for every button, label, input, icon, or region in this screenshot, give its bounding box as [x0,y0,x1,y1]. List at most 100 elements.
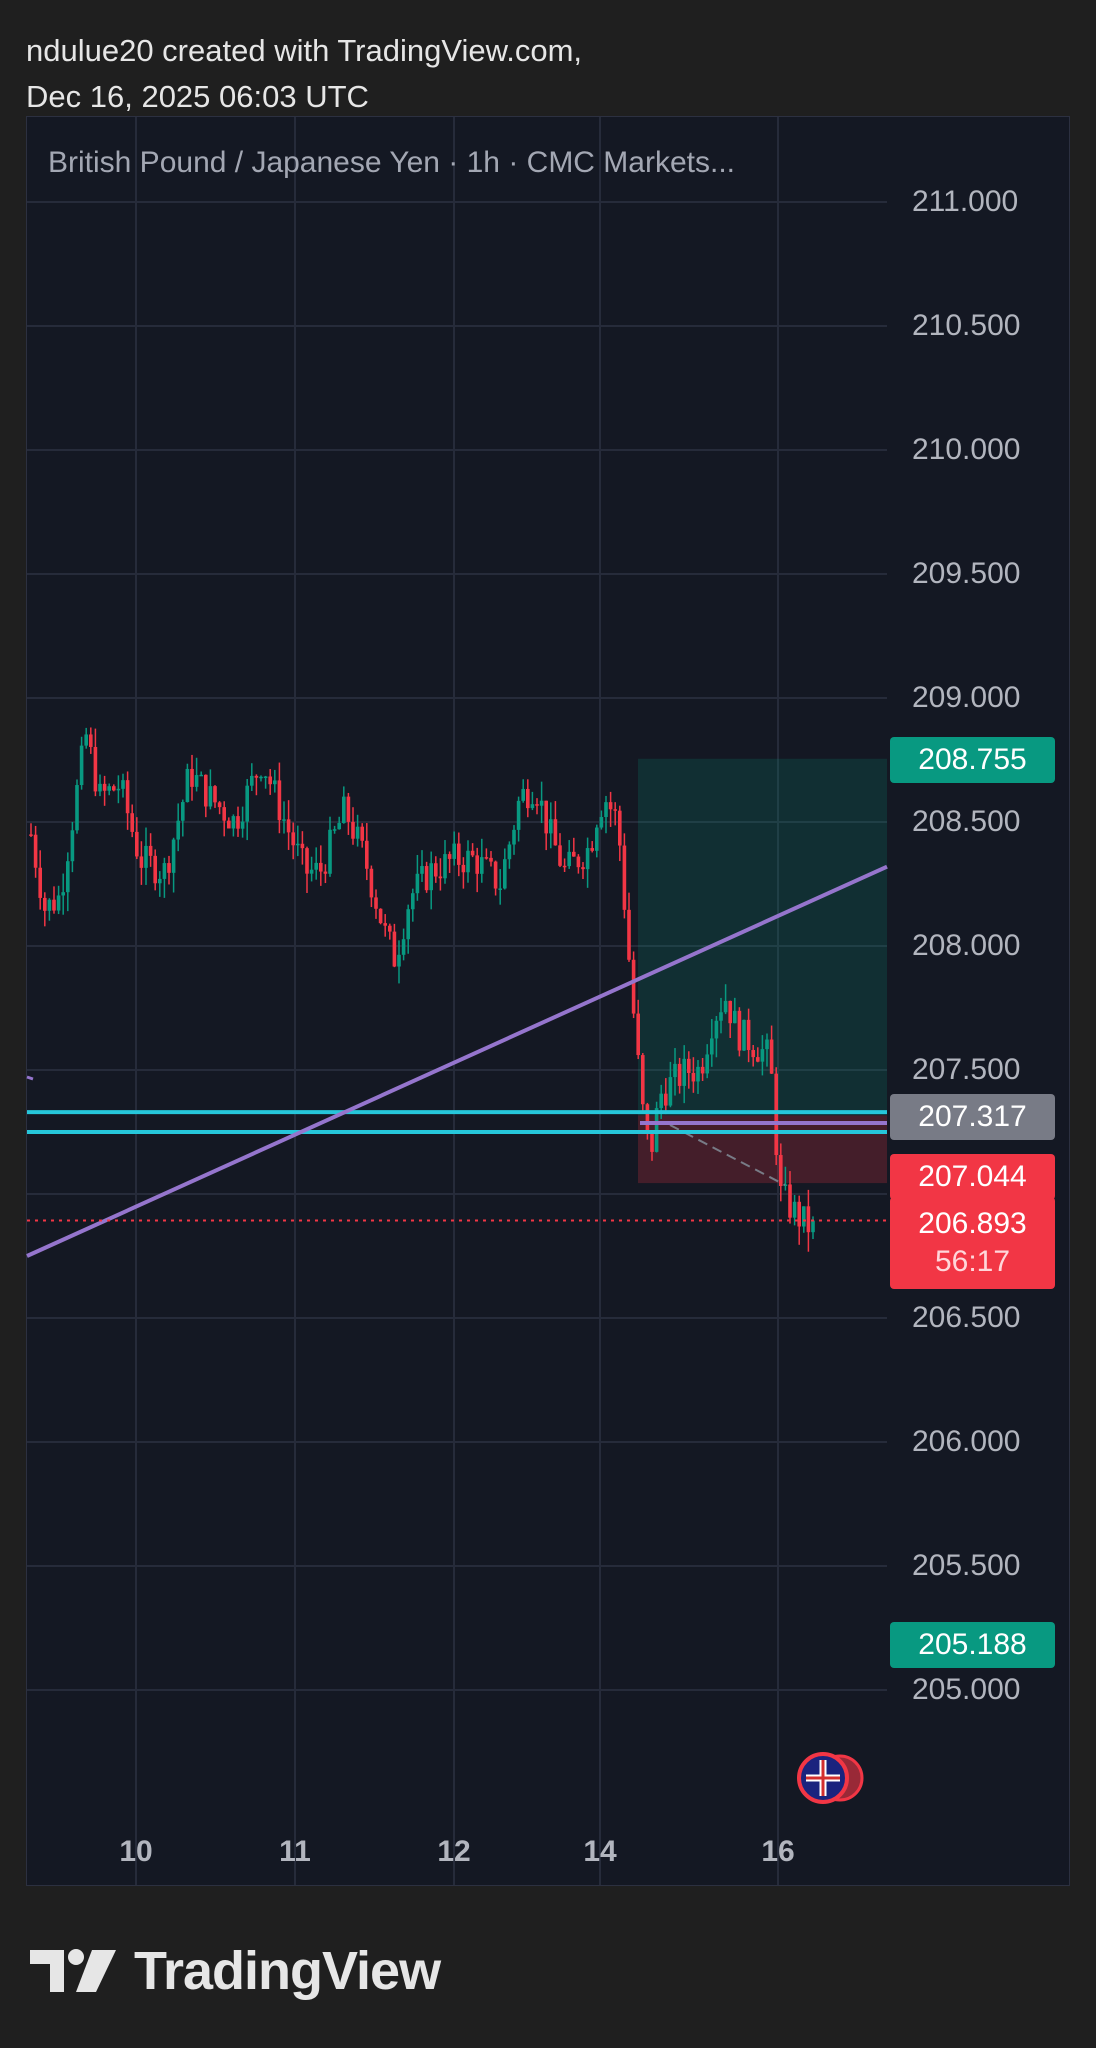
candle-body [429,863,433,891]
candle-body [374,897,378,909]
price-tick-label: 208.000 [912,929,1021,962]
candle-body [194,775,199,787]
candle-body [673,1063,677,1078]
candle-body [360,826,364,841]
candle-body [765,1039,769,1050]
candle [650,1131,654,1161]
candle [641,1053,645,1114]
candle [627,892,631,962]
candle-body [52,899,56,911]
candle [682,1045,686,1104]
candle-body [204,774,208,807]
candle [158,871,162,897]
candle-body [654,1108,659,1152]
candle-body [89,734,93,747]
candle-body [236,816,240,829]
candle-body [562,865,567,868]
candle [185,763,190,803]
candle-body [710,1038,714,1055]
candle-body [769,1039,774,1074]
trend-line-stub [26,1075,34,1081]
candle [383,914,387,937]
candle-body [719,1012,723,1021]
candle [213,785,217,808]
candle-body [346,796,351,822]
candle-body [406,909,410,940]
candle [273,769,277,793]
candle [438,858,443,891]
candle [199,771,203,777]
candle [342,786,346,824]
candle-body [792,1201,797,1218]
candle-body [631,959,636,1014]
candle [719,997,723,1034]
price-tick-label: 209.000 [912,681,1021,714]
candle [498,869,502,905]
candle [756,1047,760,1063]
candle [613,802,617,826]
candle-body [217,802,222,808]
candle [47,898,52,921]
candle-body [176,820,180,840]
candle-body [535,804,539,806]
candle-body [434,863,438,877]
candle-body [420,866,424,874]
candle [56,885,61,915]
candle-body [323,871,328,874]
candle-body [677,1063,682,1086]
candle [378,908,383,925]
candle [277,762,282,834]
candle [153,849,157,891]
candle-body [613,809,617,811]
candle-body [70,830,75,862]
tradingview-logo[interactable]: TradingView [30,1940,441,2002]
candle-body [93,746,98,792]
candle [631,951,636,1019]
time-tick-label: 10 [119,1835,153,1868]
candle [84,727,88,749]
candle [75,779,79,834]
candle [562,858,567,873]
candle [475,847,479,893]
candle [783,1166,788,1191]
candle-body [489,857,493,862]
candle [415,854,420,901]
candle [107,783,111,796]
candle [171,837,176,893]
candle [484,848,489,860]
candle-body [351,821,355,839]
candle-body [475,855,479,874]
candle-body [742,1019,746,1051]
candle-body [29,834,33,836]
candle [139,841,144,885]
candle-body [162,863,167,879]
candle [503,848,507,890]
candle [397,940,401,984]
candle [461,857,466,889]
candle [227,817,231,829]
chart-title: British Pound / Japanese Yen · 1h · CMC … [48,146,735,179]
candle-body [484,857,489,859]
candle-body [332,829,337,831]
tradingview-logo-icon [30,1949,116,1992]
candle [79,736,84,790]
candle [401,928,406,961]
candle [296,825,300,857]
chart-frame[interactable] [26,116,1070,1886]
candle [673,1048,677,1096]
candle [319,845,323,886]
candle-body [691,1072,696,1082]
candle-body [783,1184,788,1187]
stop-price-tag: 207.044 [890,1154,1055,1200]
candle [530,791,535,811]
candle-body [705,1054,709,1074]
candle-body [181,802,185,821]
candle-body [567,851,571,867]
candle-body [314,862,318,870]
candle-body [319,862,323,872]
candle-body [365,840,369,869]
candle-body [84,734,88,746]
candle [802,1206,806,1233]
candle [323,864,328,884]
